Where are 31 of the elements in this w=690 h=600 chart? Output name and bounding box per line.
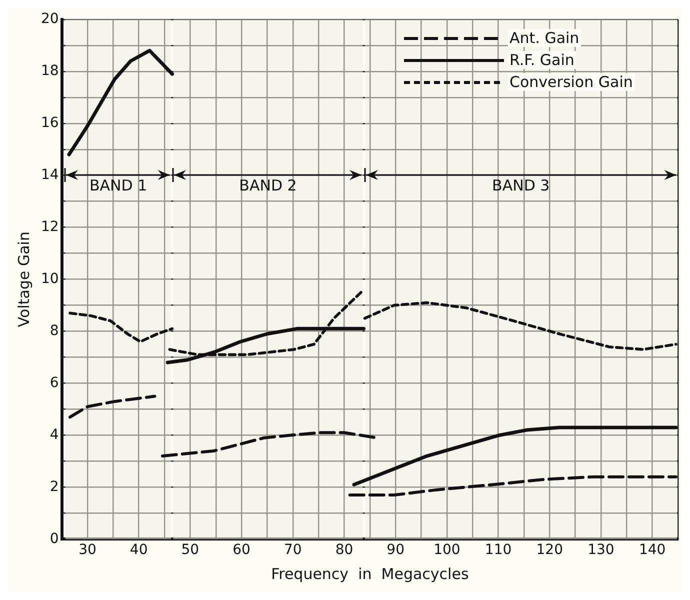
x-tick-label: 90: [386, 542, 404, 558]
y-tick-label: 8: [50, 322, 59, 339]
legend-label: Conversion Gain: [508, 73, 635, 92]
y-tick-label: 20: [40, 11, 59, 28]
x-tick-label: 30: [78, 542, 96, 558]
y-tick-label: 6: [50, 374, 59, 391]
x-tick-label: 40: [130, 542, 148, 558]
x-axis-title: Frequency in Megacycles: [271, 564, 469, 583]
band-label: BAND 2: [239, 176, 297, 195]
x-tick-label: 60: [232, 542, 250, 558]
x-tick-label: 130: [588, 542, 614, 558]
x-tick-label: 100: [434, 542, 460, 558]
y-tick-label: 12: [40, 218, 59, 235]
y-axis-title: Voltage Gain: [14, 232, 33, 328]
x-tick-label: 140: [638, 542, 666, 558]
band-label: BAND 1: [89, 176, 148, 195]
legend-label: Ant. Gain: [508, 29, 582, 48]
x-tick-label: 110: [484, 542, 512, 558]
x-tick-label: 70: [284, 542, 302, 558]
y-tick-label: 2: [50, 478, 59, 495]
x-tick-label: 120: [536, 542, 563, 558]
legend-label: R.F. Gain: [508, 51, 576, 70]
y-tick-label: 16: [40, 115, 59, 131]
y-tick-label: 14: [40, 166, 59, 183]
y-tick-label: 10: [40, 270, 59, 287]
band-label: BAND 3: [492, 176, 550, 195]
y-tick-label: 4: [50, 426, 59, 443]
x-tick-label: 50: [181, 542, 200, 558]
y-tick-label: 18: [40, 63, 59, 80]
x-tick-label: 80: [335, 542, 354, 558]
y-tick-label: 0: [50, 530, 59, 547]
